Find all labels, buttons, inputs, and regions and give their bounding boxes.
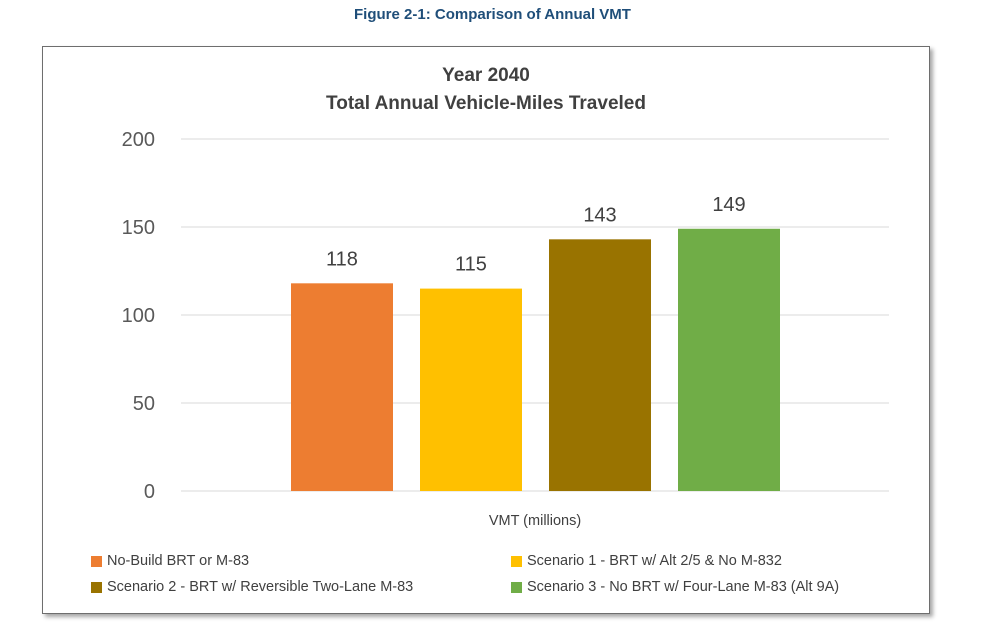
data-label: 143 (583, 204, 616, 226)
data-label: 115 (455, 254, 487, 276)
y-tick-label: 200 (122, 129, 155, 151)
bar (549, 239, 651, 491)
legend-item-scenario-2: Scenario 2 - BRT w/ Reversible Two-Lane … (91, 579, 413, 595)
legend-swatch (511, 555, 522, 567)
y-tick-label: 100 (122, 305, 155, 327)
legend-item-scenario-3: Scenario 3 - No BRT w/ Four-Lane M-83 (A… (511, 579, 839, 595)
legend-label: No-Build BRT or M-83 (107, 553, 250, 569)
y-tick-label: 150 (122, 217, 155, 239)
legend-label: Scenario 1 - BRT w/ Alt 2/5 & No M-832 (527, 553, 782, 569)
chart-title: Year 2040 (442, 65, 530, 86)
legend-swatch (511, 581, 522, 593)
bar (291, 283, 393, 491)
legend-label: Scenario 2 - BRT w/ Reversible Two-Lane … (107, 579, 414, 595)
x-axis-label: VMT (millions) (489, 513, 581, 529)
legend-swatch (91, 581, 102, 593)
data-label: 149 (712, 194, 745, 216)
legend-label: Scenario 3 - No BRT w/ Four-Lane M-83 (A… (527, 579, 840, 595)
legend-item-no-build: No-Build BRT or M-83 (91, 553, 249, 569)
bar (420, 288, 522, 491)
figure-caption: Figure 2-1: Comparison of Annual VMT (354, 6, 631, 23)
bar (678, 228, 780, 491)
chart-frame: Year 2040 Total Annual Vehicle-Miles Tra… (42, 46, 930, 614)
y-tick-label: 50 (133, 393, 155, 415)
chart-subtitle: Total Annual Vehicle-Miles Traveled (326, 93, 646, 114)
y-tick-label: 0 (144, 481, 155, 503)
legend-item-scenario-1: Scenario 1 - BRT w/ Alt 2/5 & No M-832 (511, 553, 782, 569)
data-label: 118 (326, 248, 358, 270)
bar-chart: 0 50 100 150 200 118 115 143 149 VMT (millions) (122, 129, 889, 529)
legend-swatch (91, 555, 102, 567)
